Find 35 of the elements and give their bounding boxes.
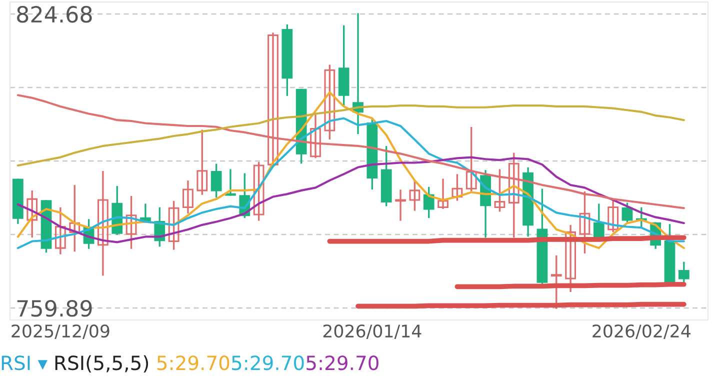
candlestick bbox=[26, 190, 38, 238]
candlestick bbox=[55, 207, 66, 254]
candlestick bbox=[622, 202, 633, 223]
candlestick bbox=[196, 130, 208, 195]
candlestick bbox=[168, 200, 180, 250]
text: RSI(5,5,5) bbox=[55, 355, 148, 373]
candlestick bbox=[395, 190, 406, 221]
candlestick bbox=[452, 174, 463, 201]
candlestick bbox=[324, 64, 336, 140]
text: 5:29.70 bbox=[232, 356, 304, 370]
candlestick bbox=[550, 255, 562, 309]
candlestick bbox=[438, 178, 448, 209]
x-tick-label: 2025/12/09 bbox=[12, 324, 110, 339]
candlestick bbox=[593, 204, 604, 238]
line-series bbox=[16, 117, 685, 250]
text: RSI ▾ bbox=[2, 356, 48, 370]
candlestick bbox=[678, 262, 690, 284]
x-tick-label: 2026/02/24 bbox=[592, 324, 690, 339]
x-tick-label: 2026/01/14 bbox=[323, 324, 422, 339]
candlestick bbox=[423, 186, 434, 218]
line-series bbox=[16, 91, 685, 250]
text: 5:29.70 bbox=[157, 356, 230, 370]
y-tick-label: 824.68 bbox=[17, 6, 92, 23]
candlestick bbox=[409, 180, 420, 211]
candlestick bbox=[253, 162, 264, 221]
candlestick bbox=[69, 185, 80, 252]
candlestick bbox=[565, 224, 576, 292]
candlestick bbox=[310, 112, 321, 158]
candlestick bbox=[98, 170, 108, 276]
candlestick bbox=[210, 164, 222, 198]
candlestick bbox=[126, 196, 137, 249]
y-tick-label: 759.89 bbox=[17, 300, 92, 317]
text: 5:29.70 bbox=[306, 356, 378, 370]
candlestick bbox=[182, 180, 194, 214]
candlestick bbox=[466, 126, 477, 192]
